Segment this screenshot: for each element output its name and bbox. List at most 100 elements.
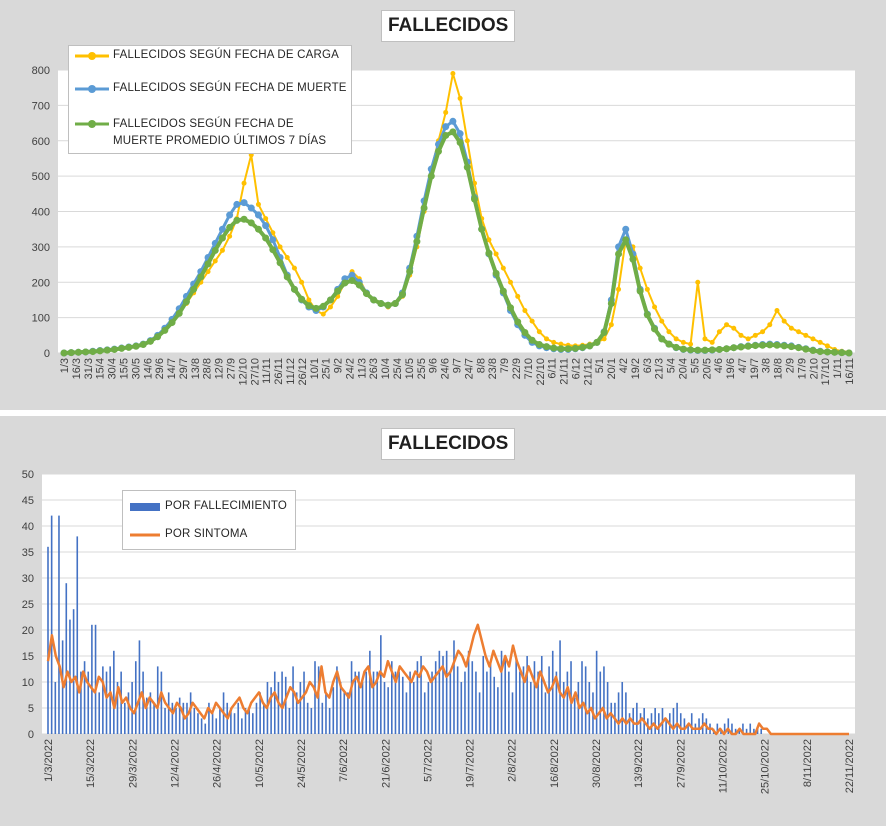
bar: [500, 650, 503, 734]
bar: [354, 671, 357, 734]
x-tick-label: 6/3: [642, 358, 654, 373]
x-tick-label: 26/4/2022: [212, 739, 224, 788]
bar: [690, 713, 693, 734]
data-point: [320, 311, 326, 317]
bar: [113, 650, 115, 734]
bar: [138, 640, 141, 734]
bar: [343, 692, 346, 734]
x-tick-label: 4/2: [618, 358, 630, 373]
x-tick-label: 21/12: [582, 358, 594, 386]
bar: [606, 682, 609, 734]
bar: [760, 728, 763, 734]
data-point: [499, 287, 507, 295]
data-point: [507, 304, 515, 312]
data-point: [456, 130, 464, 138]
data-point: [730, 344, 738, 352]
x-tick-label: 31/3: [83, 358, 95, 379]
data-point: [796, 329, 802, 335]
bar: [160, 671, 163, 734]
x-tick-label: 24/5/2022: [296, 739, 308, 788]
x-tick-label: 10/5/2022: [254, 739, 266, 788]
bar: [504, 656, 506, 734]
data-point: [269, 246, 277, 254]
bar: [401, 676, 404, 734]
data-point: [427, 172, 435, 180]
x-tick-label: 13/9/2022: [633, 739, 645, 788]
bar: [445, 650, 448, 734]
x-tick-label: 25/4: [392, 358, 404, 379]
bar: [449, 671, 452, 734]
bar: [193, 708, 196, 734]
x-tick-label: 30/8/2022: [591, 739, 603, 788]
bar: [127, 692, 130, 734]
y-tick-label: 15: [22, 651, 34, 663]
bar: [339, 682, 342, 734]
bar: [270, 687, 272, 734]
data-point: [283, 273, 291, 281]
data-point: [226, 223, 234, 231]
bar: [87, 671, 90, 734]
x-tick-label: 15/4: [95, 358, 107, 379]
data-point: [773, 341, 781, 349]
x-tick-label: 19/6: [725, 358, 737, 379]
x-tick-label: 6/11: [547, 358, 559, 379]
bar: [365, 671, 368, 734]
y-tick-label: 200: [32, 277, 50, 289]
data-point: [190, 285, 198, 293]
bar: [167, 692, 170, 734]
x-tick-label: 4/7: [737, 358, 749, 373]
data-point: [658, 335, 666, 343]
bar: [241, 718, 243, 734]
data-point: [154, 333, 162, 341]
bar: [299, 682, 302, 734]
data-point: [443, 109, 449, 115]
bar: [412, 682, 415, 734]
data-point: [680, 339, 686, 345]
bar: [453, 640, 455, 734]
data-point: [622, 225, 630, 233]
x-tick-label: 21/6/2022: [380, 739, 392, 788]
x-tick-label: 22/10: [535, 358, 547, 386]
data-point: [536, 329, 542, 335]
data-point: [702, 336, 708, 342]
y-tick-label: 300: [32, 242, 50, 254]
bar: [540, 656, 543, 734]
data-point: [521, 328, 529, 336]
y-tick-label: 400: [32, 207, 50, 219]
x-tick-label: 9/6: [428, 358, 440, 373]
y-tick-label: 0: [44, 348, 50, 360]
bar: [423, 692, 426, 734]
bar: [54, 682, 57, 734]
data-point: [305, 302, 313, 310]
bar: [683, 718, 686, 734]
bar: [391, 661, 393, 734]
bar: [442, 656, 444, 734]
data-point: [96, 347, 104, 355]
x-tick-label: 17/9: [796, 358, 808, 379]
bar: [50, 515, 53, 734]
bar: [745, 728, 748, 734]
data-point: [247, 204, 255, 212]
x-tick-label: 25/5: [416, 358, 428, 379]
x-tick-label: 30/5: [130, 358, 142, 379]
data-point: [478, 225, 486, 233]
bar: [376, 671, 378, 734]
data-point: [341, 279, 349, 287]
y-tick-label: 45: [22, 495, 34, 507]
data-point: [227, 233, 233, 239]
data-point: [845, 349, 853, 357]
bar: [215, 718, 218, 734]
data-point: [449, 128, 457, 136]
chart-panel-1: FALLECIDOS 0 100 200 300 400 500 600 700 800 1/3 1…: [0, 0, 886, 410]
bar: [142, 671, 144, 734]
bar: [361, 682, 364, 734]
x-tick-label: 20/4: [677, 358, 689, 379]
bar: [244, 708, 247, 734]
x-tick-label: 16/3: [71, 358, 83, 379]
data-point: [457, 95, 463, 101]
chart-legend: FALLECIDOS SEGÚN FECHA DE CARGA FALLECID…: [68, 45, 352, 154]
data-point: [544, 336, 550, 342]
data-point: [557, 345, 565, 353]
bar: [489, 661, 492, 734]
bar: [124, 702, 126, 734]
